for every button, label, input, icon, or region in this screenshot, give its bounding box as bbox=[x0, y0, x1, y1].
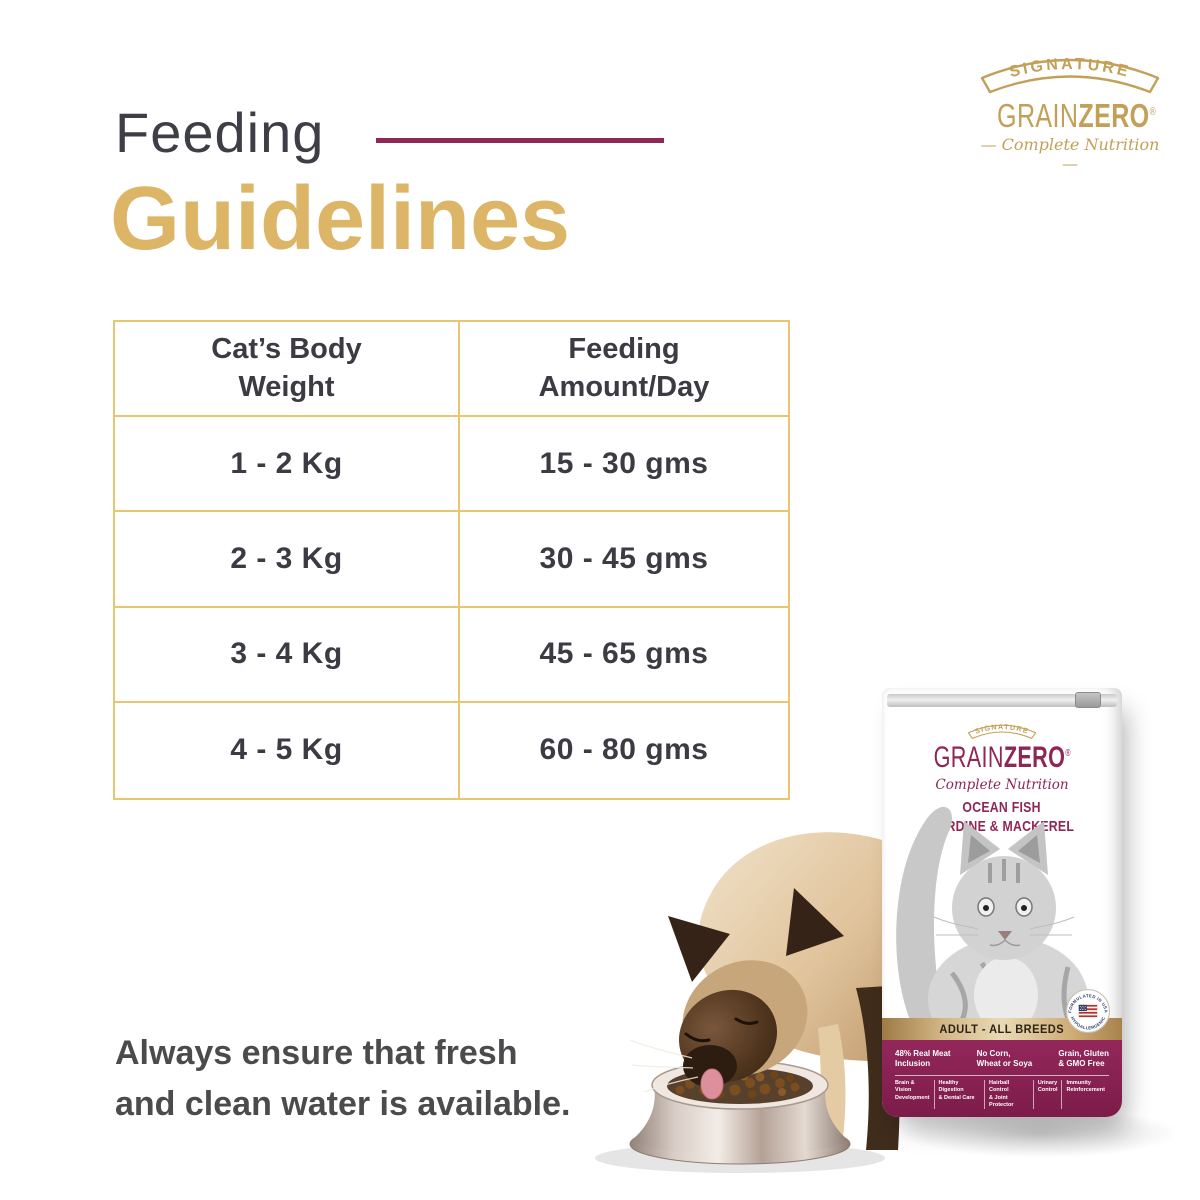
feature-grain-free: Grain, Gluten & GMO Free bbox=[1058, 1049, 1109, 1069]
bag-info-panel: 48% Real Meat Inclusion No Corn, Wheat o… bbox=[882, 1040, 1122, 1117]
feature-real-meat: 48% Real Meat Inclusion bbox=[895, 1049, 951, 1069]
table-header-weight: Cat’s Body Weight bbox=[115, 322, 460, 417]
brand-logo: SIGNATURE GRAINZERO® — Complete Nutritio… bbox=[972, 48, 1168, 173]
logo-zero: ZERO bbox=[1078, 97, 1150, 134]
table-cell-weight-1: 1 - 2 Kg bbox=[115, 417, 460, 513]
table-cell-weight-2: 2 - 3 Kg bbox=[115, 512, 460, 608]
bag-zero: ZERO bbox=[1003, 741, 1066, 774]
bag-grain: GRAIN bbox=[933, 741, 1004, 774]
table-cell-amount-1: 15 - 30 gms bbox=[460, 417, 788, 513]
signature-arch-icon: SIGNATURE bbox=[980, 56, 1160, 94]
bag-features: 48% Real Meat Inclusion No Corn, Wheat o… bbox=[882, 1040, 1122, 1070]
benefit-urinary: Urinary Control bbox=[1032, 1079, 1062, 1110]
header-weight-line2: Weight bbox=[238, 370, 335, 403]
bag-benefits: Brain & Vision Development Healthy Diges… bbox=[882, 1079, 1122, 1110]
table-cell-weight-3: 3 - 4 Kg bbox=[115, 607, 460, 703]
table-cell-amount-4: 60 - 80 gms bbox=[539, 733, 709, 767]
page-title-line2: Guidelines bbox=[110, 169, 571, 269]
cat-head bbox=[629, 888, 844, 1100]
benefit-brain-vision: Brain & Vision Development bbox=[895, 1079, 930, 1101]
bag-band-text: ADULT - ALL BREEDS bbox=[939, 1022, 1065, 1036]
svg-text:SIGNATURE: SIGNATURE bbox=[974, 722, 1031, 736]
product-bag: SIGNATURE GRAINZERO® Complete Nutrition … bbox=[882, 688, 1122, 1117]
us-flag-icon bbox=[1078, 1004, 1098, 1018]
table-cell-amount-3: 45 - 65 gms bbox=[460, 608, 788, 703]
header-amount-line2: Amount/Day bbox=[538, 370, 710, 403]
cat-tongue bbox=[700, 1068, 724, 1100]
heading-accent-rule bbox=[376, 138, 664, 143]
feeding-table: Cat’s Body Weight Feeding Amount/Day 1 -… bbox=[113, 320, 790, 800]
bag-signature-arch-icon: SIGNATURE bbox=[967, 722, 1037, 739]
table-header-amount: Feeding Amount/Day bbox=[460, 322, 788, 417]
logo-grain: GRAIN bbox=[997, 97, 1079, 134]
bag-band: ADULT - ALL BREEDS bbox=[882, 1018, 1122, 1040]
usa-flag-badge-icon: FORMULATED IN USA HYPOALLERGENIC bbox=[1065, 988, 1111, 1034]
benefit-immunity: Immunity Reinforcement bbox=[1061, 1079, 1109, 1110]
cat-photo bbox=[595, 832, 900, 1173]
water-note: Always ensure that fresh and clean water… bbox=[115, 1034, 571, 1123]
header-amount-line1: Feeding bbox=[568, 332, 680, 365]
logo-wordmark: GRAINZERO® bbox=[972, 99, 1168, 132]
whiskers bbox=[629, 1039, 699, 1093]
table-cell-weight-4: 4 - 5 Kg bbox=[115, 702, 460, 798]
header-weight-line1: Cat’s Body bbox=[211, 332, 362, 365]
bag-tagline: Complete Nutrition bbox=[935, 777, 1069, 793]
bag-zipper bbox=[887, 692, 1117, 708]
bag-registered-mark: ® bbox=[1065, 748, 1071, 759]
registered-mark: ® bbox=[1149, 106, 1156, 118]
zipper-slider-icon bbox=[1075, 692, 1101, 708]
logo-tagline: — Complete Nutrition — bbox=[980, 135, 1160, 173]
benefit-digestion-dental: Healthy Digestion & Dental Care bbox=[933, 1079, 985, 1110]
bag-cat-illustration bbox=[896, 806, 1088, 1020]
benefit-hairball-joint: Hairball Control & Joint Protector bbox=[984, 1079, 1033, 1110]
bag-wordmark: GRAINZERO® bbox=[882, 743, 1122, 773]
feature-no-corn: No Corn, Wheat or Soya bbox=[976, 1049, 1033, 1069]
bag-signature-text: SIGNATURE bbox=[974, 722, 1029, 736]
page-title-line1: Feeding bbox=[115, 101, 325, 164]
panel-divider bbox=[895, 1074, 1109, 1076]
table-cell-amount-2: 30 - 45 gms bbox=[460, 512, 788, 608]
